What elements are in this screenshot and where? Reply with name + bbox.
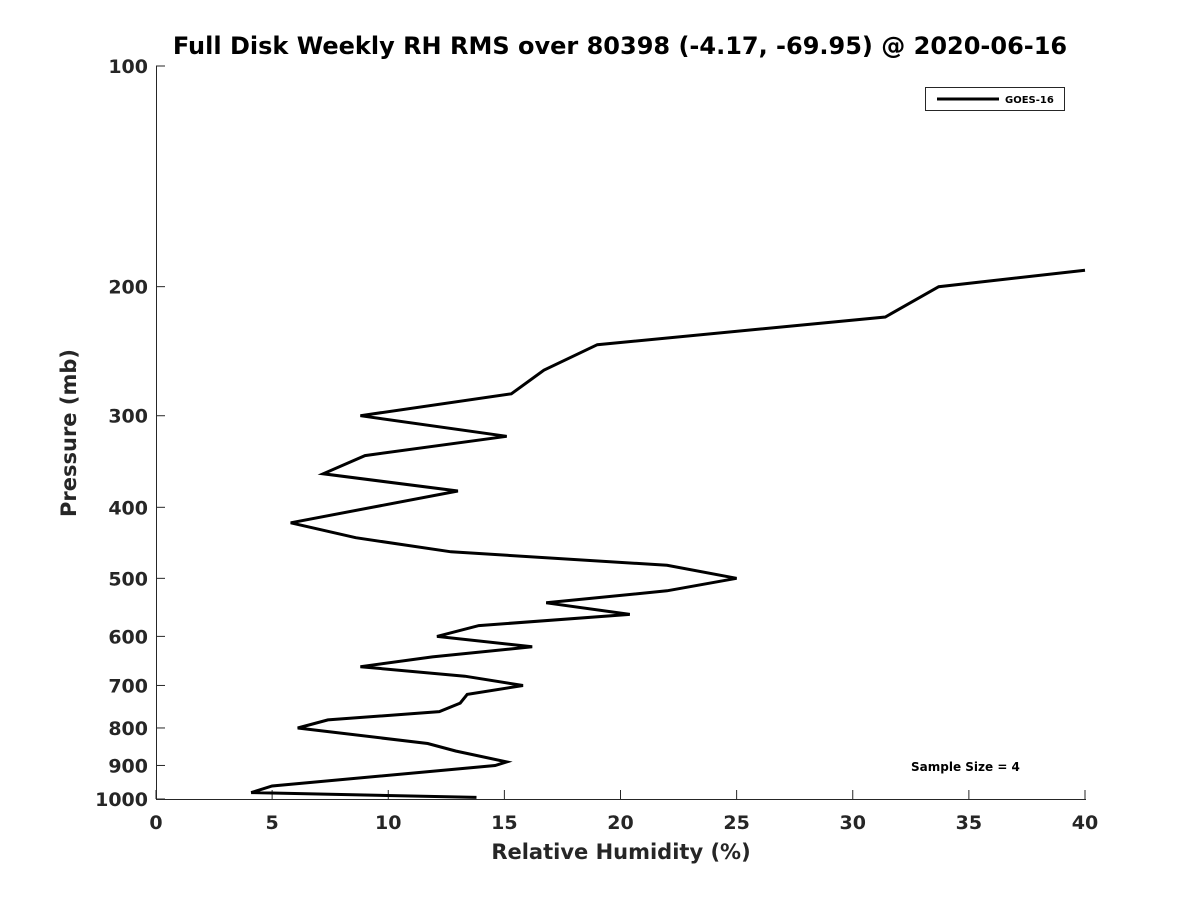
- x-tick-label: 10: [375, 812, 401, 834]
- y-tick-label: 700: [108, 675, 148, 697]
- legend-label-goes-16: GOES-16: [1005, 95, 1054, 106]
- sample-size-annotation: Sample Size = 4: [911, 760, 1020, 774]
- y-tick-label: 400: [108, 497, 148, 519]
- y-tick-label: 900: [108, 755, 148, 777]
- y-tick-label: 500: [108, 568, 148, 590]
- y-tick-label: 1000: [95, 789, 148, 811]
- x-axis-label: Relative Humidity (%): [491, 840, 750, 864]
- y-tick-label: 200: [108, 277, 148, 299]
- x-tick-label: 20: [607, 812, 633, 834]
- y-tick-label: 300: [108, 406, 148, 428]
- x-tick-label: 25: [723, 812, 749, 834]
- chart-title: Full Disk Weekly RH RMS over 80398 (-4.1…: [173, 32, 1067, 60]
- x-tick-label: 35: [956, 812, 982, 834]
- x-tick-label: 5: [266, 812, 279, 834]
- y-axis-label: Pressure (mb): [57, 349, 81, 517]
- y-tick-label: 800: [108, 718, 148, 740]
- y-tick-label: 100: [108, 56, 148, 78]
- x-tick-label: 0: [149, 812, 162, 834]
- x-tick-label: 40: [1072, 812, 1098, 834]
- series-group: [250, 268, 1086, 799]
- series-line-goes-16: [250, 268, 1086, 799]
- axes: [156, 66, 1086, 800]
- legend: GOES-16: [925, 87, 1065, 111]
- y-tick-label: 600: [108, 626, 148, 648]
- x-ticks: 0 5 10 15 20 25 30 35 40: [149, 790, 1098, 834]
- x-tick-label: 15: [491, 812, 517, 834]
- x-tick-label: 30: [840, 812, 866, 834]
- y-ticks: 100 200 300 400 500 600 700 800 900 1000: [95, 56, 165, 811]
